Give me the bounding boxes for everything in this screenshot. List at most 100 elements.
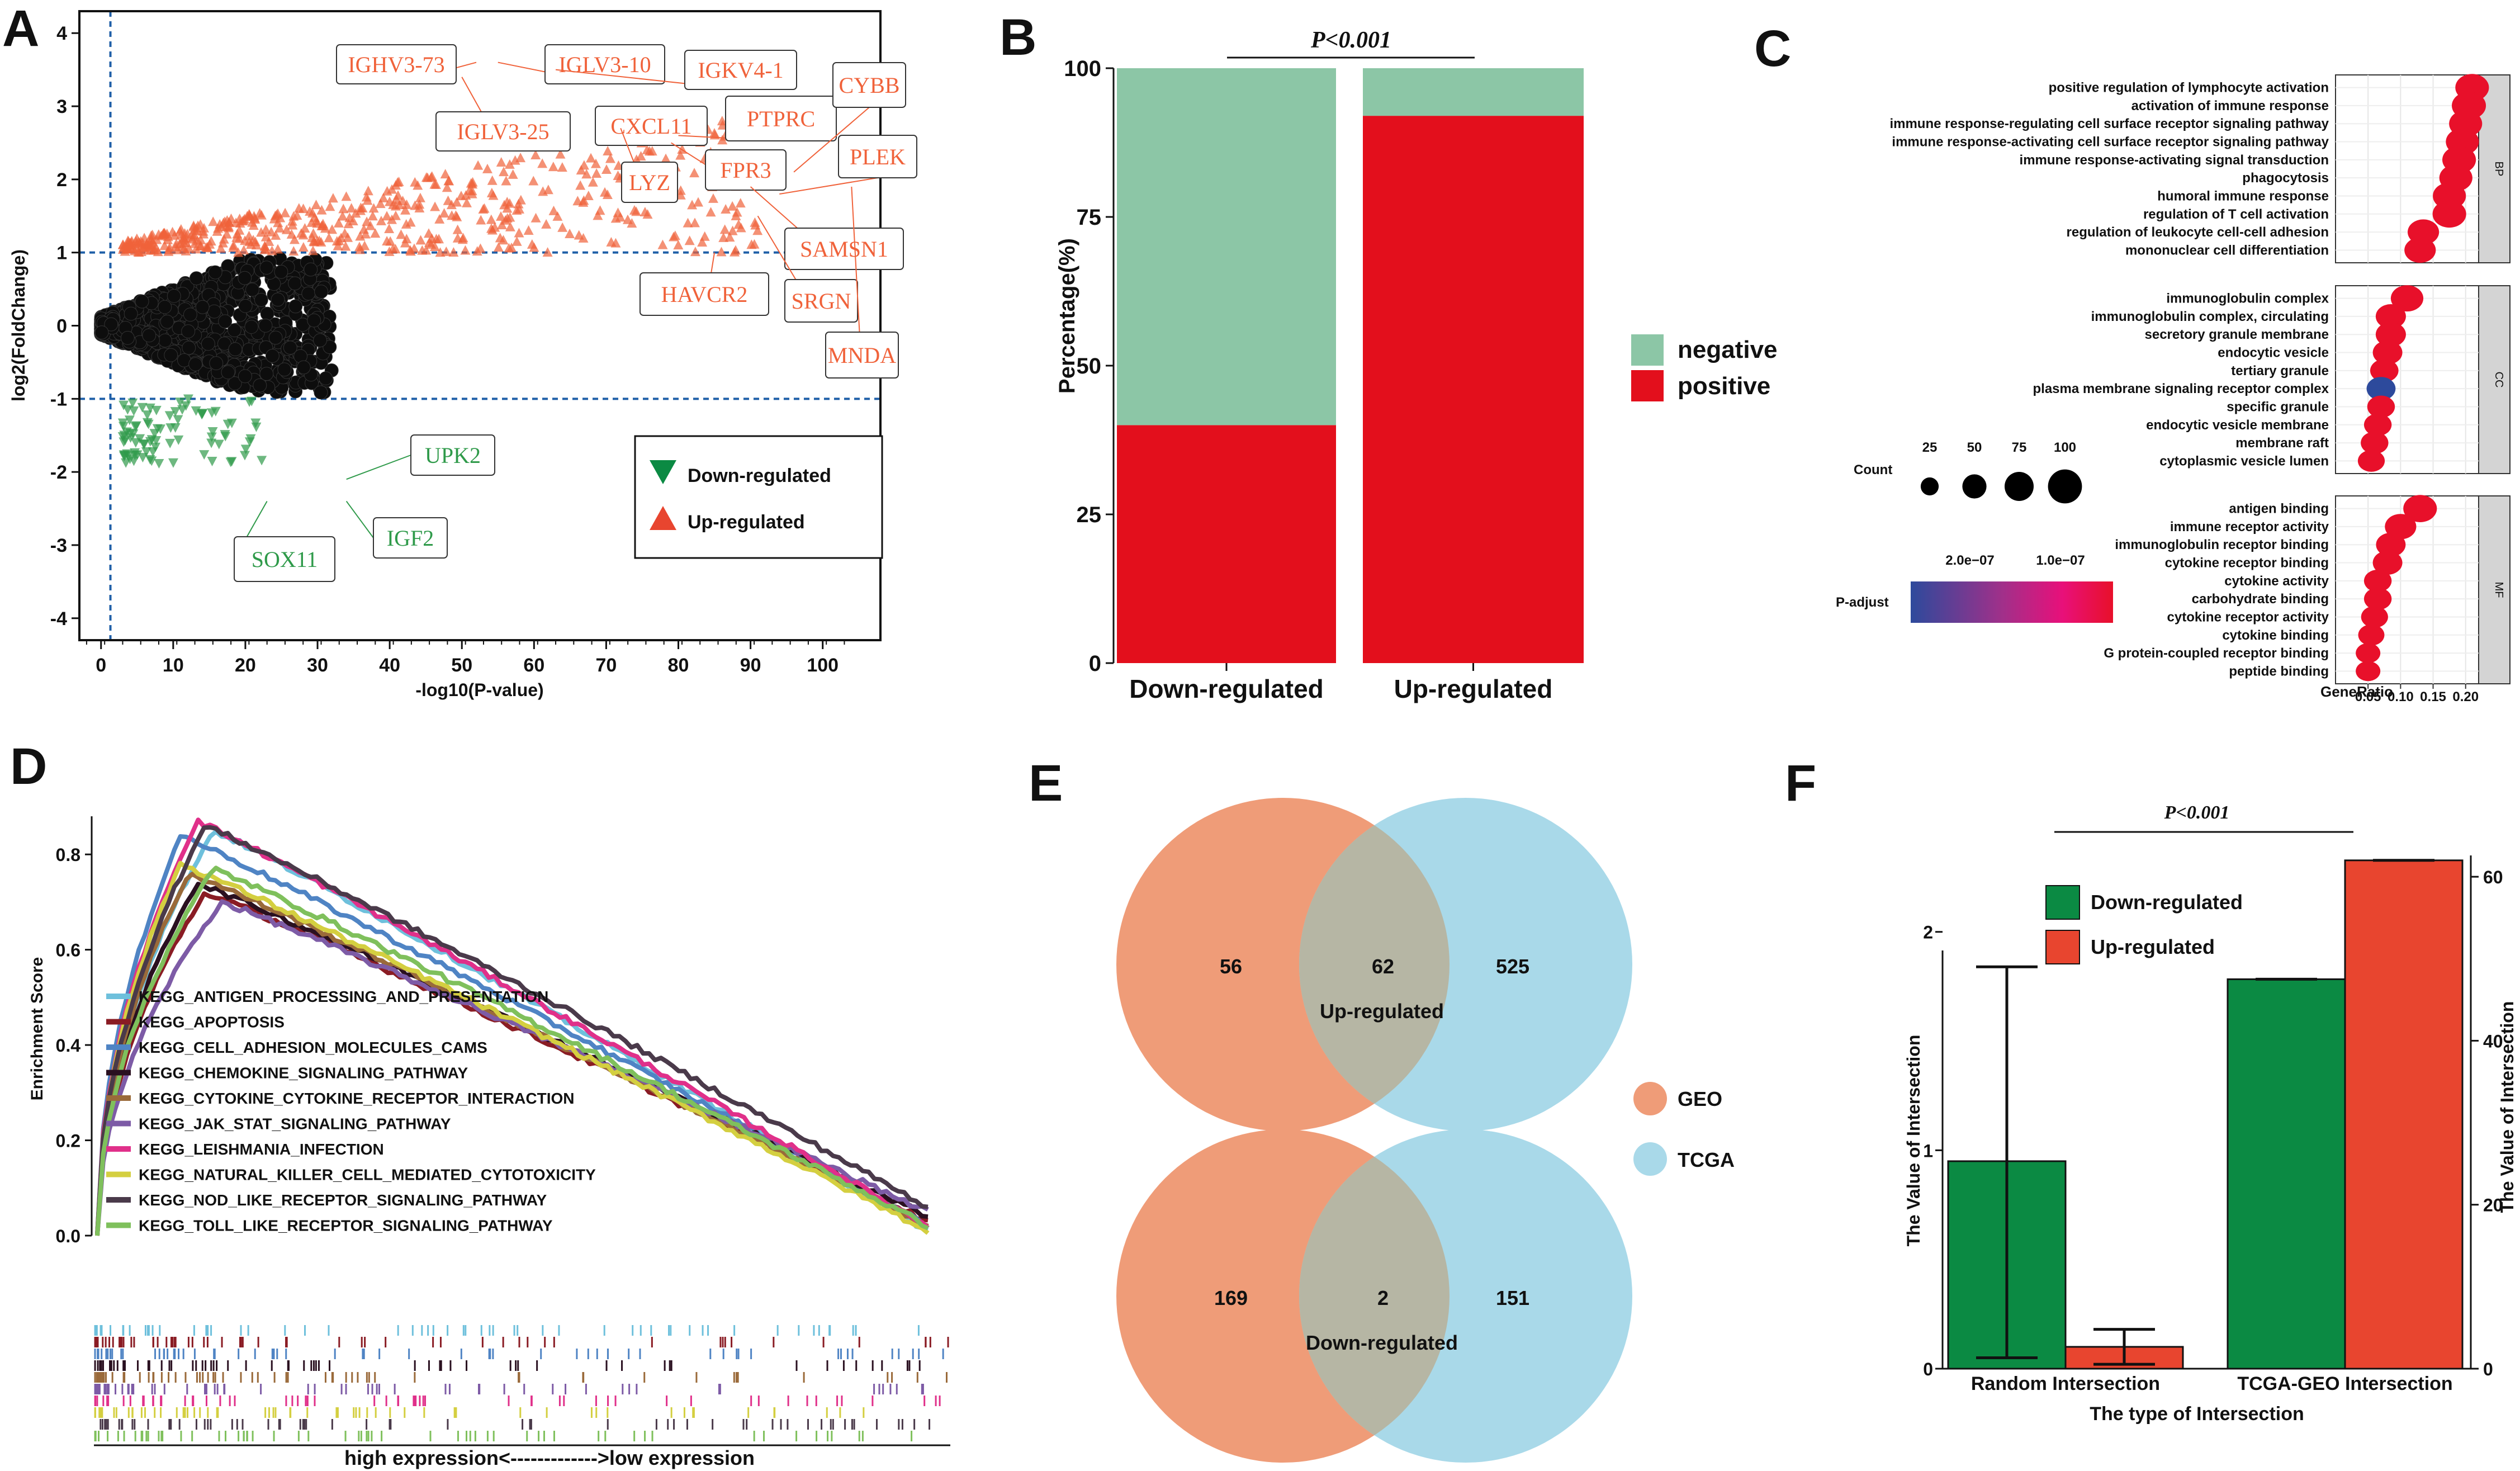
venn-geo-only-count: 169 (1214, 1286, 1248, 1309)
data-point-up (669, 231, 679, 242)
data-point-down (244, 437, 255, 447)
data-point-ns (274, 264, 288, 279)
padjust-tick-1e-07: 1.0e−07 (2036, 553, 2085, 568)
data-point-ns (277, 362, 292, 377)
padjust-gradient-bar (1911, 581, 2113, 623)
data-point-up (497, 220, 508, 230)
gene-label-box (336, 44, 457, 84)
padjust-tick-2e-07: 2.0e−07 (1945, 553, 1994, 568)
data-point-up (362, 195, 373, 205)
data-point-up (195, 240, 205, 250)
y-tick-label: -3 (50, 535, 67, 556)
data-point-up (458, 233, 468, 243)
data-point-up (527, 239, 537, 249)
data-point-up (365, 220, 376, 230)
data-point-up (134, 237, 144, 247)
data-point-ns (207, 304, 221, 319)
data-point-up (642, 209, 653, 219)
y-tick-label: 1 (56, 243, 67, 264)
intersection-bar (2227, 978, 2346, 1370)
stacked-bars (1117, 68, 1584, 663)
data-point-up (530, 212, 541, 223)
data-point-ns (94, 325, 109, 340)
data-point-up (627, 218, 637, 228)
data-point-ns (228, 376, 242, 391)
f-y-tick-label-left: 0 (1923, 1359, 1933, 1379)
data-point-down (129, 406, 139, 416)
go-term-label: activation of immune response (2131, 98, 2329, 113)
legend-geo-swatch (1633, 1082, 1667, 1115)
x-tick-label: 90 (740, 655, 761, 676)
gsea-y-tick-label: 0.2 (56, 1131, 80, 1151)
data-point-up (452, 197, 462, 207)
data-point-up (493, 242, 504, 252)
data-point-down (173, 435, 184, 445)
f-y-tick-label-left: 1 (1923, 1141, 1933, 1161)
facet-strip-label: CC (2493, 372, 2505, 388)
data-point-up (502, 203, 513, 213)
data-point-up (439, 208, 449, 218)
data-point-up (442, 182, 452, 192)
data-point-up (572, 196, 583, 206)
data-point-down (191, 406, 201, 416)
data-point-ns (183, 308, 197, 322)
data-point-up (578, 233, 589, 243)
data-point-up (250, 237, 260, 247)
data-point-down (146, 456, 157, 466)
go-dot (2356, 643, 2381, 663)
data-point-up (338, 204, 349, 214)
go-dot (2358, 624, 2385, 646)
gene-label-box (684, 50, 797, 90)
data-point-up (683, 217, 693, 228)
volcano-legend: Down-regulated Up-regulated (634, 435, 883, 559)
go-term-label: G protein-coupled receptor binding (2104, 646, 2329, 661)
gene-label-box (544, 44, 665, 84)
f-legend-up-swatch (2045, 930, 2080, 964)
data-point-ns (120, 330, 135, 345)
data-point-up (256, 227, 267, 237)
data-point-up (501, 176, 511, 186)
gsea-y-tick-label: 0.8 (56, 845, 80, 865)
data-point-ns (245, 282, 259, 297)
data-point-up (752, 225, 763, 235)
data-point-up (400, 205, 411, 215)
data-point-up (325, 201, 335, 211)
data-point-up (172, 244, 183, 254)
gsea-legend-label: KEGG_ANTIGEN_PROCESSING_AND_PRESENTATION (139, 988, 548, 1005)
data-point-up (327, 224, 338, 234)
f-y-label-left: The Value of Intersection (1903, 1035, 1924, 1247)
data-point-ns (167, 288, 181, 303)
data-point-up (675, 190, 686, 200)
data-point-up (537, 158, 548, 168)
data-point-up (511, 236, 522, 246)
data-point-up (298, 204, 309, 214)
gene-label-leader (346, 455, 411, 480)
gene-label: UPK2 (425, 443, 481, 468)
y-tick-label: 3 (56, 96, 67, 117)
data-point-down (165, 423, 176, 433)
data-point-up (271, 230, 281, 240)
data-point-up (340, 241, 351, 251)
data-point-up (312, 218, 323, 228)
data-point-up (415, 235, 426, 245)
f-x-tick-label: TCGA-GEO Intersection (2237, 1373, 2452, 1394)
data-point-ns (208, 265, 222, 280)
data-point-up (344, 212, 355, 223)
go-x-tick-label: 0.20 (2452, 689, 2479, 704)
data-point-up (514, 228, 524, 238)
count-legend-label: 25 (1922, 440, 1938, 455)
gene-label: FPR3 (720, 158, 771, 183)
go-dot (2363, 569, 2392, 592)
gsea-y-tick-label: 0.6 (56, 940, 80, 961)
intersection-bar (2344, 859, 2464, 1370)
legend-positive-label: positive (1678, 372, 1770, 400)
venn-overlap-count: 62 (1372, 955, 1394, 978)
data-point-up (123, 243, 134, 253)
data-point-up (240, 235, 250, 245)
data-point-up (153, 247, 163, 257)
gsea-y-tick-label: 0.4 (56, 1035, 81, 1056)
stacked-bar-axes: 0 25 50 75 100 Down-regulated Up-regulated (1064, 56, 1552, 703)
gene-label: IGLV3-25 (457, 119, 549, 144)
x-tick-label: 50 (451, 655, 472, 676)
